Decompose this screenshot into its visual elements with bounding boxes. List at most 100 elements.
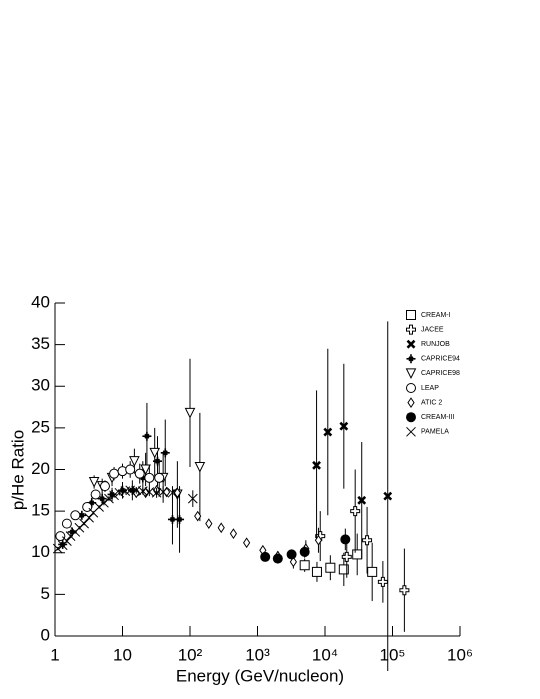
marker-shape: [406, 383, 416, 393]
marker-shape: [286, 549, 297, 560]
marker: [184, 407, 196, 419]
marker-shape: [55, 531, 66, 542]
y-tick-label: 5: [41, 584, 50, 603]
marker-shape: [406, 324, 416, 335]
legend-marker: [406, 426, 416, 437]
y-tick-label: 40: [31, 292, 50, 311]
marker-shape: [70, 510, 81, 521]
marker: [377, 576, 388, 587]
legend-label: JACEE: [421, 326, 444, 333]
marker-shape: [323, 427, 333, 437]
marker: [109, 490, 119, 501]
marker-shape: [167, 514, 177, 524]
marker: [90, 489, 101, 500]
legend-marker: [407, 397, 415, 409]
marker: [338, 564, 349, 575]
marker-shape: [217, 522, 225, 534]
legend-marker: [406, 354, 416, 364]
marker: [70, 510, 81, 521]
marker: [367, 566, 378, 577]
marker: [205, 518, 213, 530]
marker-shape: [367, 566, 378, 577]
x-tick-label: 10⁵: [380, 645, 406, 664]
marker-shape: [62, 536, 72, 546]
marker: [88, 476, 100, 488]
marker-shape: [129, 456, 140, 467]
y-axis-label: p/He Ratio: [8, 430, 27, 510]
marker-shape: [229, 528, 238, 540]
marker-shape: [134, 468, 145, 479]
marker: [339, 421, 349, 431]
marker-shape: [125, 464, 136, 475]
marker: [134, 468, 145, 479]
marker-shape: [107, 489, 117, 499]
x-tick-label: 10⁶: [447, 645, 473, 664]
marker-shape: [194, 510, 202, 522]
legend-marker: [406, 383, 416, 393]
marker: [154, 472, 165, 483]
marker-shape: [144, 472, 155, 483]
y-tick-label: 30: [31, 376, 50, 395]
marker-shape: [357, 495, 367, 505]
marker-shape: [79, 518, 89, 529]
marker: [357, 495, 367, 505]
marker-shape: [205, 518, 213, 530]
marker-shape: [97, 494, 107, 504]
marker-shape: [109, 468, 120, 479]
legend-label: ATIC 2: [421, 399, 442, 406]
marker-shape: [272, 553, 283, 564]
marker-shape: [90, 489, 101, 500]
marker-shape: [339, 421, 349, 431]
marker: [79, 518, 89, 529]
marker: [142, 431, 152, 441]
marker: [175, 514, 185, 524]
marker-shape: [314, 534, 323, 546]
marker: [341, 551, 352, 562]
x-tick-label: 1: [50, 645, 59, 664]
marker: [104, 493, 114, 504]
marker-shape: [406, 412, 416, 423]
marker: [289, 556, 297, 568]
marker-shape: [149, 447, 161, 459]
marker-shape: [88, 476, 100, 488]
marker-shape: [194, 462, 206, 473]
marker-shape: [109, 490, 119, 501]
marker: [362, 535, 373, 546]
marker-shape: [61, 518, 72, 529]
legend-label: CAPRICE98: [421, 370, 460, 377]
marker: [167, 487, 178, 498]
marker: [312, 460, 321, 470]
marker: [61, 518, 72, 529]
marker-shape: [173, 487, 181, 499]
marker-shape: [352, 549, 363, 560]
marker-shape: [299, 546, 310, 557]
marker-shape: [84, 512, 94, 523]
marker-shape: [127, 485, 137, 495]
marker-shape: [406, 339, 416, 349]
marker: [87, 498, 97, 508]
marker-shape: [406, 310, 416, 320]
legend-marker: [406, 310, 416, 320]
x-axis-label: Energy (GeV/nucleon): [176, 666, 344, 685]
legend-marker: [405, 368, 417, 380]
marker: [187, 493, 198, 504]
marker: [114, 487, 125, 498]
marker: [173, 487, 181, 499]
marker: [314, 534, 323, 546]
marker-shape: [153, 456, 162, 466]
marker-shape: [67, 527, 77, 537]
marker-shape: [175, 514, 185, 524]
marker: [52, 543, 63, 554]
legend-label: RUNJOB: [421, 341, 450, 348]
marker-shape: [187, 493, 198, 504]
marker-shape: [399, 585, 410, 596]
marker: [160, 448, 170, 458]
marker-shape: [104, 493, 114, 504]
marker-shape: [99, 481, 110, 492]
marker-shape: [377, 576, 388, 587]
marker-shape: [142, 431, 152, 441]
marker: [243, 537, 251, 549]
marker: [149, 447, 161, 459]
marker-shape: [405, 368, 417, 380]
marker: [325, 562, 336, 573]
